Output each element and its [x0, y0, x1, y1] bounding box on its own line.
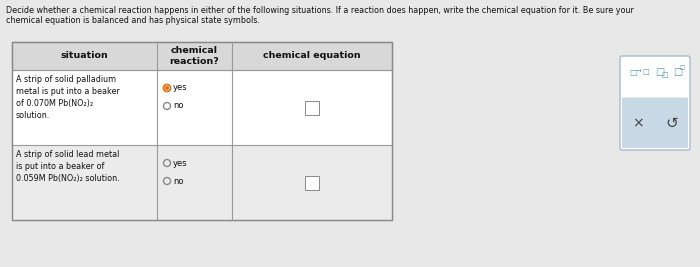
Text: no: no	[173, 176, 183, 186]
Text: ↺: ↺	[666, 116, 678, 131]
Text: yes: yes	[173, 159, 188, 167]
Text: □: □	[661, 72, 668, 78]
Bar	[12, 42, 392, 220]
Bar	[305, 175, 319, 190]
Text: □: □	[679, 65, 685, 70]
Text: yes: yes	[173, 84, 188, 92]
Text: □: □	[629, 68, 637, 77]
Text: A strip of solid palladium
metal is put into a beaker
of 0.070M Pb(NO₂)₂
solutio: A strip of solid palladium metal is put …	[16, 75, 120, 120]
Bar	[12, 145, 392, 220]
Text: □: □	[673, 67, 682, 77]
Text: situation: situation	[61, 52, 108, 61]
Text: ×: ×	[632, 116, 644, 130]
Text: □: □	[642, 69, 649, 75]
Text: chemical equation is balanced and has physical state symbols.: chemical equation is balanced and has ph…	[6, 16, 260, 25]
FancyBboxPatch shape	[622, 97, 688, 148]
Bar	[12, 42, 392, 220]
Text: □: □	[655, 67, 664, 77]
Text: A strip of solid lead metal
is put into a beaker of
0.059M Pb(NO₂)₂ solution.: A strip of solid lead metal is put into …	[16, 150, 120, 183]
FancyBboxPatch shape	[620, 56, 690, 150]
Text: →: →	[636, 69, 642, 75]
Circle shape	[165, 86, 169, 90]
Text: chemical equation: chemical equation	[263, 52, 360, 61]
Bar	[12, 42, 392, 70]
Bar	[305, 100, 319, 115]
Text: no: no	[173, 101, 183, 111]
Text: chemical
reaction?: chemical reaction?	[169, 46, 219, 66]
Text: Decide whether a chemical reaction happens in either of the following situations: Decide whether a chemical reaction happe…	[6, 6, 634, 15]
